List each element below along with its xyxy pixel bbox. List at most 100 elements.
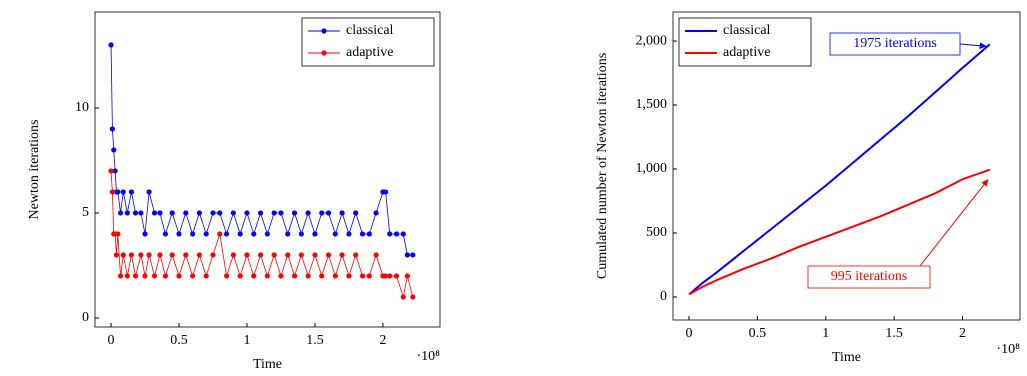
y-tick-label: 1,500 (636, 97, 668, 112)
x-tick-label: 1 (243, 333, 250, 348)
point (124, 273, 130, 279)
point (257, 252, 264, 258)
point (332, 231, 338, 237)
x-multiplier: ·10⁸ (416, 349, 440, 364)
x-axis-label: Time (832, 350, 861, 365)
point (230, 252, 236, 258)
point (128, 189, 135, 195)
x-tick-label: 2 (959, 326, 966, 341)
annotation-box (807, 265, 931, 289)
series-line (688, 43, 991, 296)
point (383, 189, 389, 195)
point (257, 210, 264, 216)
point (210, 210, 216, 216)
point (359, 273, 366, 279)
point (264, 231, 270, 237)
point (132, 210, 139, 216)
point (230, 210, 236, 216)
point (223, 231, 230, 237)
x-tick-label: 0 (108, 333, 115, 348)
point (400, 231, 406, 237)
point (400, 294, 406, 300)
plot-frame (672, 11, 1021, 321)
point (157, 210, 163, 216)
point (383, 273, 389, 279)
point (353, 252, 359, 258)
x-tick-label: 1 (822, 326, 829, 341)
point (271, 210, 277, 216)
point (138, 210, 144, 216)
point (176, 273, 182, 279)
point (339, 252, 345, 258)
point (319, 210, 325, 216)
x-tick-label: 0.5 (749, 326, 767, 341)
point (113, 252, 120, 258)
series-line (688, 168, 991, 296)
point (237, 273, 243, 279)
point (291, 210, 298, 216)
annotation-arrow (919, 179, 989, 267)
point (210, 252, 216, 258)
point (203, 273, 209, 279)
point (162, 231, 169, 237)
point (319, 273, 325, 279)
point (190, 231, 196, 237)
x-tick-label: 0 (686, 326, 693, 341)
point (404, 252, 410, 258)
series-line (110, 44, 413, 256)
point (169, 210, 175, 216)
annotation: 995 iterations (831, 269, 908, 284)
point (264, 273, 270, 279)
point (278, 273, 284, 279)
point (162, 273, 169, 279)
point (410, 294, 416, 300)
x-tick-label: 1.5 (885, 326, 903, 341)
point (346, 273, 352, 279)
point (115, 231, 121, 237)
y-tick-label: 0 (82, 310, 89, 325)
point (176, 231, 182, 237)
legend-box (301, 17, 435, 67)
point (146, 189, 152, 195)
legend-label: classical (723, 23, 771, 38)
point (117, 210, 124, 216)
point (223, 273, 230, 279)
point (393, 231, 400, 237)
point (298, 252, 304, 258)
point (109, 126, 115, 132)
point (108, 168, 114, 174)
point (112, 168, 118, 174)
point (196, 252, 202, 258)
point (404, 273, 410, 279)
legend-label: adaptive (723, 45, 770, 60)
x-multiplier: ·10⁸ (996, 342, 1020, 357)
x-tick-label: 2 (379, 333, 386, 348)
point (151, 210, 158, 216)
y-tick-label: 0 (660, 289, 667, 304)
point (111, 147, 117, 153)
x-tick-label: 0.5 (170, 333, 188, 348)
point (346, 231, 352, 237)
point (410, 252, 416, 258)
point (366, 273, 372, 279)
point (169, 252, 175, 258)
point (217, 231, 223, 237)
point (387, 231, 393, 237)
point (108, 42, 114, 48)
point (157, 252, 163, 258)
point (142, 273, 148, 279)
point (339, 210, 345, 216)
point (251, 231, 257, 237)
point (373, 210, 379, 216)
annotation-arrow (959, 42, 987, 50)
point (151, 273, 158, 279)
point (217, 210, 223, 216)
point (312, 231, 318, 237)
point (244, 210, 250, 216)
point (291, 273, 298, 279)
point (117, 273, 124, 279)
point (109, 189, 115, 195)
x-tick-label: 1.5 (306, 333, 324, 348)
x-axis-label: Time (253, 357, 282, 372)
point (115, 189, 121, 195)
